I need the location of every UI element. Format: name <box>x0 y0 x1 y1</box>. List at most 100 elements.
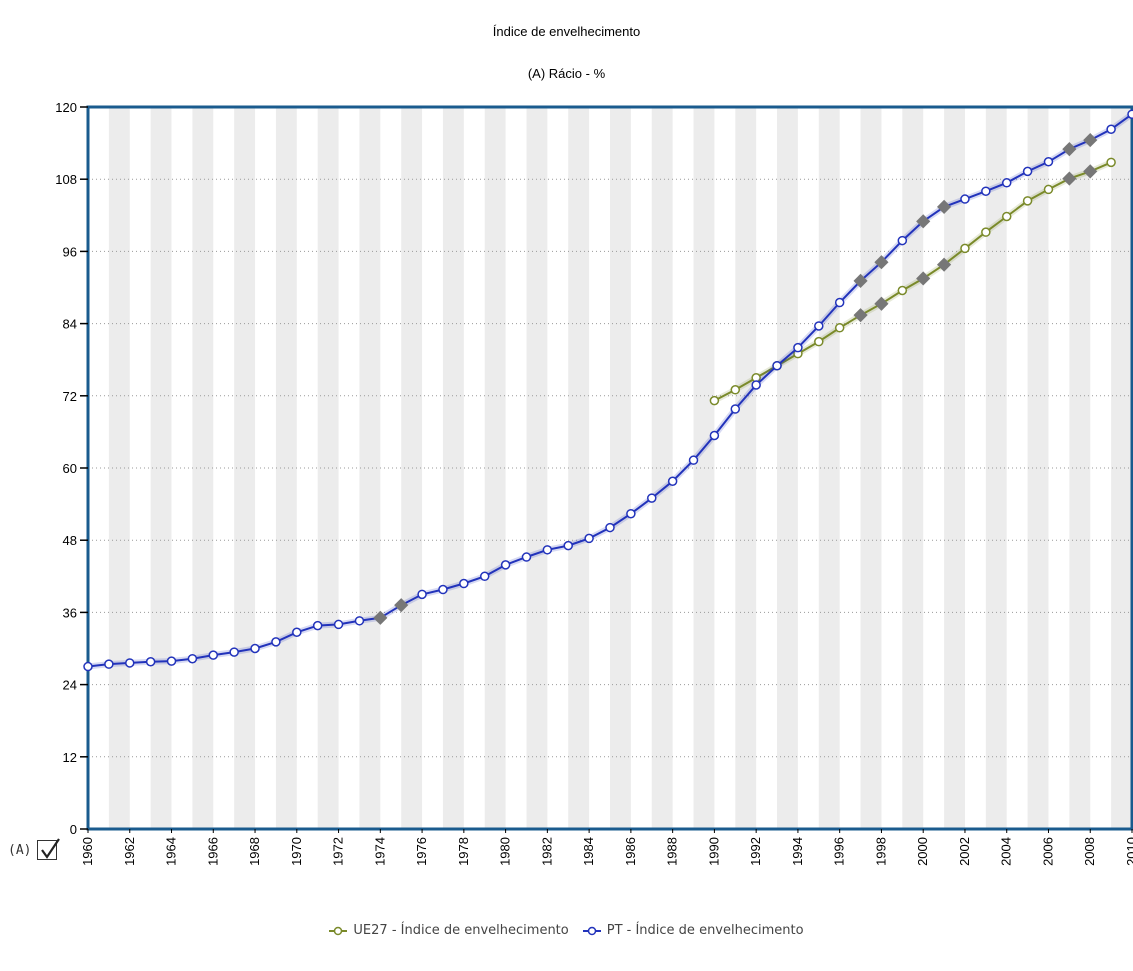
legend-marker-icon <box>329 926 348 935</box>
data-point <box>459 578 469 589</box>
data-point <box>709 430 720 441</box>
year-band <box>944 107 965 829</box>
data-point <box>834 323 845 333</box>
axis-flag-label: (A) <box>8 842 32 858</box>
series-layer <box>83 109 1133 672</box>
estimated-point <box>916 214 931 229</box>
data-point <box>438 584 448 595</box>
estimated-point <box>853 273 868 288</box>
data-point <box>354 616 365 626</box>
axis-flag: (A) <box>8 838 61 860</box>
data-point <box>166 656 177 666</box>
data-point <box>292 627 302 638</box>
estimated-point <box>916 271 931 286</box>
x-tick-label: 1988 <box>665 837 680 866</box>
estimated-point <box>1083 164 1098 179</box>
data-point <box>542 545 553 555</box>
legend-item-ue27[interactable]: UE27 - Índice de envelhecimento <box>329 923 569 938</box>
year-band <box>1027 107 1049 829</box>
x-tick-label: 1996 <box>832 837 847 866</box>
x-tick-label: 1978 <box>456 837 471 866</box>
year-band <box>150 107 172 829</box>
estimated-point <box>394 598 409 613</box>
data-point <box>563 540 573 551</box>
chart-subtitle: (A) Rácio - % <box>527 66 606 81</box>
data-point <box>814 321 824 331</box>
y-tick-label: 24 <box>63 678 77 693</box>
data-point <box>751 380 761 390</box>
estimated-point <box>874 255 889 270</box>
x-tick-label: 1974 <box>372 837 387 866</box>
estimated-point <box>1083 133 1098 148</box>
data-point <box>814 336 824 347</box>
data-point <box>1043 157 1054 167</box>
data-point <box>145 656 156 667</box>
legend-label: UE27 - Índice de envelhecimento <box>353 923 569 938</box>
data-point <box>1106 157 1116 168</box>
axis-flag-checkbox[interactable] <box>37 838 61 860</box>
data-point <box>793 342 803 353</box>
data-point <box>1022 166 1033 177</box>
x-tick-label: 1998 <box>873 837 888 866</box>
x-axis: 1960 1962 1964 1966 1968 1970 1972 1974 1976 1978… <box>80 829 1133 866</box>
year-band <box>359 107 381 829</box>
x-tick-label: 1976 <box>414 837 429 866</box>
data-point <box>709 395 720 406</box>
data-point <box>667 476 678 486</box>
data-point <box>187 653 198 664</box>
year-band <box>401 107 423 829</box>
legend-item-pt[interactable]: PT - Índice de envelhecimento <box>582 923 804 938</box>
x-tick-label: 2006 <box>1040 837 1055 866</box>
y-tick-label: 72 <box>63 389 77 404</box>
data-point <box>730 404 741 414</box>
year-band <box>442 107 464 829</box>
data-point <box>83 661 93 672</box>
legend-marker-icon <box>582 926 601 935</box>
x-tick-label: 1964 <box>164 837 179 866</box>
year-band <box>735 107 757 829</box>
x-tick-label: 2008 <box>1082 837 1097 866</box>
y-tick-label: 108 <box>55 172 77 187</box>
x-tick-label: 2010 <box>1124 837 1133 866</box>
x-tick-label: 2004 <box>999 837 1014 866</box>
data-point <box>981 186 991 196</box>
x-tick-label: 1992 <box>748 837 763 866</box>
x-tick-label: 1984 <box>581 837 596 866</box>
year-band <box>860 107 882 829</box>
estimated-point <box>853 308 868 323</box>
chart-title: Índice de envelhecimento <box>492 24 641 39</box>
data-point <box>834 297 845 308</box>
x-tick-label: 1962 <box>122 837 137 866</box>
x-tick-label: 1990 <box>706 837 721 866</box>
data-point <box>1022 196 1033 206</box>
data-point <box>1043 184 1054 195</box>
data-point <box>647 493 657 503</box>
estimated-point <box>1062 142 1077 157</box>
year-band <box>108 107 130 829</box>
data-point <box>271 637 281 647</box>
data-point <box>208 650 219 660</box>
y-tick-label: 48 <box>63 533 77 548</box>
data-point <box>417 589 427 600</box>
data-point <box>250 643 260 654</box>
legend-label: PT - Índice de envelhecimento <box>606 923 804 938</box>
data-point <box>500 560 511 570</box>
y-tick-label: 60 <box>63 461 77 476</box>
x-tick-label: 1966 <box>205 837 220 866</box>
x-tick-label: 1994 <box>790 837 805 866</box>
x-tick-label: 1980 <box>498 837 513 866</box>
data-point <box>1001 178 1012 188</box>
data-point <box>229 647 239 657</box>
x-tick-label: 2000 <box>915 837 930 866</box>
data-point <box>521 552 532 562</box>
year-band <box>693 107 715 829</box>
data-point <box>1106 124 1116 135</box>
y-tick-label: 120 <box>55 100 77 115</box>
x-tick-label: 1972 <box>331 837 346 866</box>
line-chart: 0 12 24 36 48 60 72 84 96 108 120 1960 1962 1964 1966… <box>55 100 1133 866</box>
estimated-point <box>373 610 388 625</box>
year-band <box>275 107 297 829</box>
year-band <box>651 107 673 829</box>
estimated-point <box>1062 171 1077 186</box>
data-point <box>1127 109 1133 119</box>
